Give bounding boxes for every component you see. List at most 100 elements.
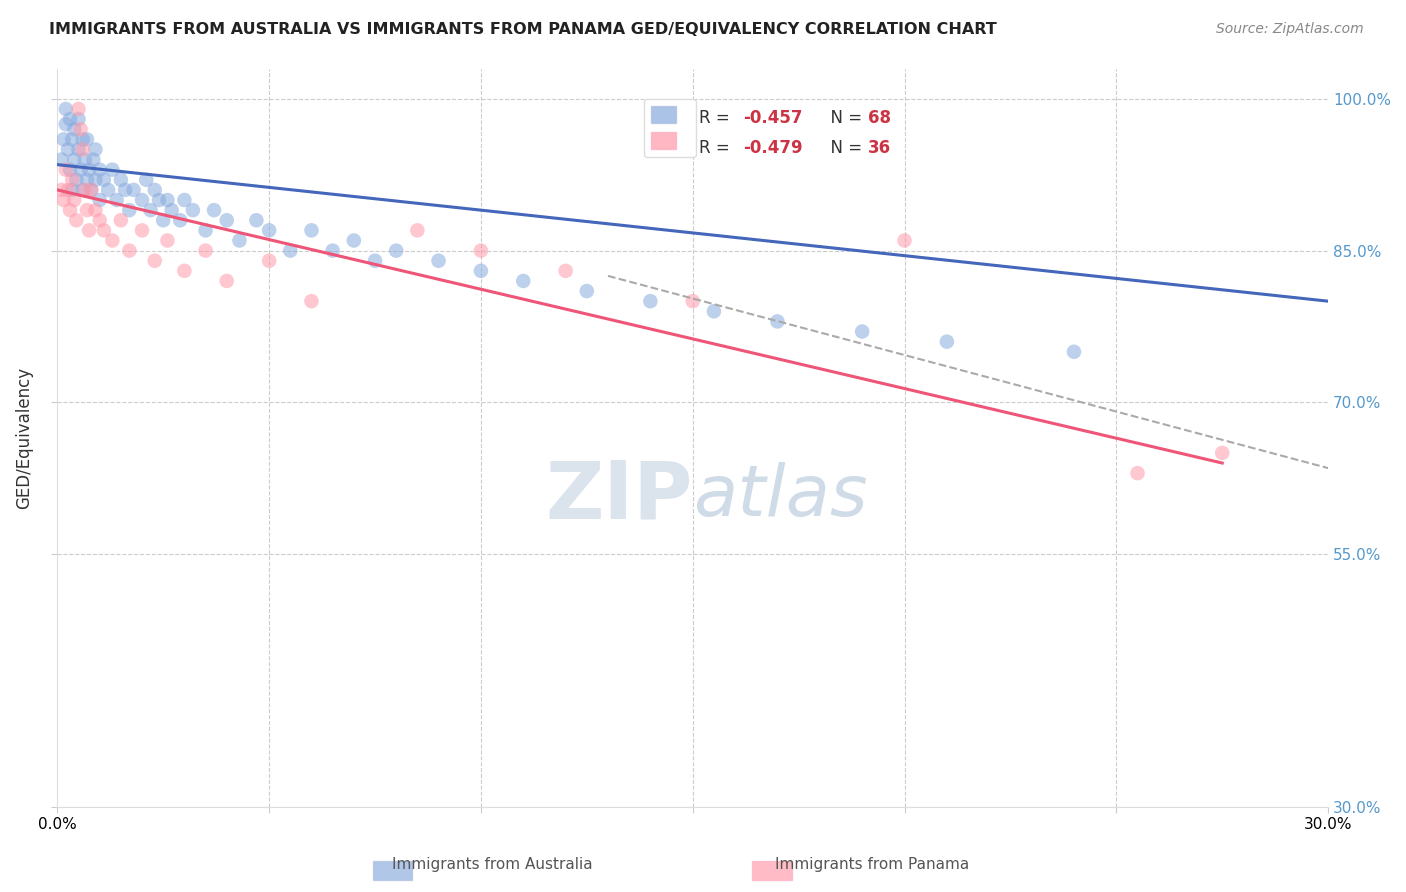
Point — [385, 244, 408, 258]
Point — [143, 253, 166, 268]
Point — [84, 143, 107, 157]
Point — [63, 153, 86, 167]
Point — [55, 102, 77, 116]
Point — [131, 223, 153, 237]
Point — [278, 244, 301, 258]
Point — [97, 183, 120, 197]
Point — [554, 264, 576, 278]
Point — [257, 253, 280, 268]
Point — [406, 223, 429, 237]
Point — [89, 162, 111, 177]
Point — [194, 244, 217, 258]
Point — [52, 193, 75, 207]
Point — [301, 294, 323, 309]
Point — [364, 253, 387, 268]
Point — [766, 314, 789, 328]
Point — [101, 234, 124, 248]
Point — [110, 173, 132, 187]
Point — [893, 234, 915, 248]
Point — [114, 183, 136, 197]
Point — [56, 183, 79, 197]
Point — [80, 183, 103, 197]
Point — [67, 102, 90, 116]
Point — [322, 244, 344, 258]
Point — [156, 193, 179, 207]
Point — [51, 153, 73, 167]
Point — [703, 304, 725, 318]
Point — [60, 173, 83, 187]
Point — [228, 234, 250, 248]
Point — [65, 213, 87, 227]
Point — [110, 213, 132, 227]
Point — [76, 173, 98, 187]
Text: N =: N = — [820, 138, 868, 157]
Point — [194, 223, 217, 237]
Point — [143, 183, 166, 197]
Point — [173, 264, 195, 278]
Point — [69, 162, 91, 177]
Text: N =: N = — [820, 109, 868, 128]
Point — [59, 162, 82, 177]
Point — [89, 193, 111, 207]
Text: IMMIGRANTS FROM AUSTRALIA VS IMMIGRANTS FROM PANAMA GED/EQUIVALENCY CORRELATION : IMMIGRANTS FROM AUSTRALIA VS IMMIGRANTS … — [49, 22, 997, 37]
Point — [575, 284, 598, 298]
Point — [72, 183, 94, 197]
Point — [851, 325, 873, 339]
Point — [181, 203, 204, 218]
Point — [67, 143, 90, 157]
Point — [935, 334, 957, 349]
Point — [93, 173, 115, 187]
Point — [122, 183, 145, 197]
Point — [427, 253, 450, 268]
Point — [156, 234, 179, 248]
Point — [101, 162, 124, 177]
Point — [73, 183, 96, 197]
Point — [640, 294, 662, 309]
Point — [63, 193, 86, 207]
Point — [93, 223, 115, 237]
Text: atlas: atlas — [693, 462, 868, 532]
Point — [60, 132, 83, 146]
Text: R =: R = — [699, 138, 735, 157]
Legend: , : , — [644, 99, 696, 157]
Point — [60, 183, 83, 197]
Point — [77, 223, 100, 237]
Text: ZIP: ZIP — [546, 458, 693, 536]
Point — [135, 173, 157, 187]
Point — [215, 213, 238, 227]
Point — [73, 153, 96, 167]
Point — [56, 143, 79, 157]
Point — [55, 117, 77, 131]
Text: R =: R = — [699, 109, 735, 128]
Point — [77, 162, 100, 177]
Point — [105, 193, 128, 207]
Y-axis label: GED/Equivalency: GED/Equivalency — [15, 367, 32, 508]
Point — [160, 203, 183, 218]
Point — [245, 213, 267, 227]
Point — [257, 223, 280, 237]
Point — [152, 213, 174, 227]
Point — [84, 203, 107, 218]
Point — [80, 183, 103, 197]
Point — [1211, 446, 1233, 460]
Text: -0.457: -0.457 — [744, 109, 803, 128]
Point — [1063, 344, 1085, 359]
Point — [67, 112, 90, 127]
Text: 68: 68 — [868, 109, 891, 128]
Point — [84, 173, 107, 187]
Text: Source: ZipAtlas.com: Source: ZipAtlas.com — [1216, 22, 1364, 37]
Point — [55, 162, 77, 177]
Point — [173, 193, 195, 207]
Point — [82, 153, 104, 167]
Point — [59, 203, 82, 218]
Point — [51, 183, 73, 197]
Point — [470, 264, 492, 278]
Point — [131, 193, 153, 207]
Point — [148, 193, 170, 207]
Point — [76, 132, 98, 146]
Point — [682, 294, 704, 309]
Point — [139, 203, 162, 218]
Point — [118, 203, 141, 218]
Point — [118, 244, 141, 258]
Point — [1126, 466, 1149, 480]
